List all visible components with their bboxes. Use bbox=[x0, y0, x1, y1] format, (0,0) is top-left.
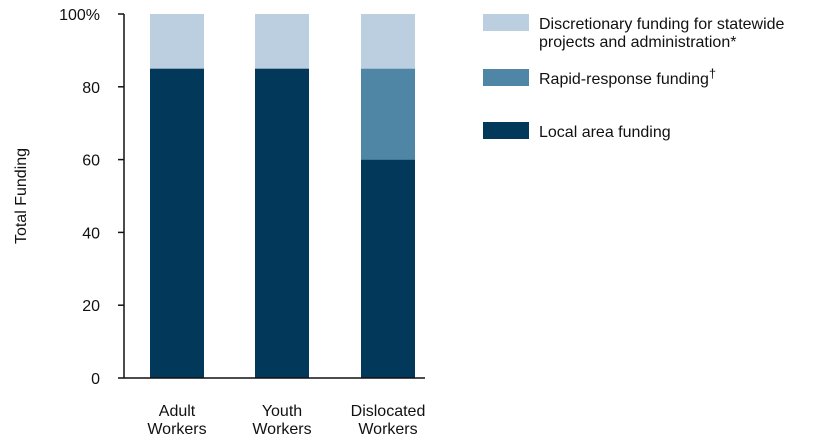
y-ticks: 0 20 40 60 80 100% bbox=[59, 7, 124, 388]
x-category-label: Adult Workers bbox=[147, 403, 206, 438]
y-tick-label: 0 bbox=[91, 371, 100, 388]
bar-segment-cat2-series2 bbox=[361, 14, 415, 69]
y-tick-label: 60 bbox=[82, 153, 100, 170]
x-category-label: Youth Workers bbox=[252, 403, 311, 438]
legend-entry: Discretionary funding for statewide proje… bbox=[539, 16, 785, 51]
bar-segment-cat0-series2 bbox=[150, 14, 204, 69]
y-tick-label: 40 bbox=[82, 225, 100, 242]
bar-segment-cat2-series1 bbox=[361, 68, 415, 160]
legend-entry: Rapid-response funding† bbox=[539, 66, 716, 88]
bars-layer bbox=[150, 14, 415, 378]
legend: Discretionary funding for statewide proje… bbox=[483, 14, 785, 141]
legend-entry-superscript: † bbox=[709, 66, 716, 81]
y-tick-label: 20 bbox=[82, 298, 100, 315]
x-category-label-line: Workers bbox=[358, 421, 417, 438]
legend-entry-name: Local area funding bbox=[539, 124, 671, 141]
legend-entry-line: projects and administration* bbox=[539, 34, 736, 51]
legend-swatch bbox=[483, 122, 529, 139]
x-category-label-line: Workers bbox=[147, 421, 206, 438]
bar-segment-cat0-series0 bbox=[150, 68, 204, 378]
legend-entry: Local area funding bbox=[539, 124, 671, 141]
legend-entry-name: Rapid-response funding bbox=[539, 71, 709, 88]
bar-segment-cat1-series2 bbox=[255, 14, 309, 69]
y-axis-title: Total Funding bbox=[13, 148, 30, 244]
legend-entry-line: Discretionary funding for statewide bbox=[539, 16, 785, 33]
x-category-label-line: Workers bbox=[252, 421, 311, 438]
x-category-label-line: Dislocated bbox=[351, 403, 426, 420]
x-category-label-line: Adult bbox=[159, 403, 196, 420]
x-category-label: Dislocated Workers bbox=[351, 403, 426, 438]
legend-swatch bbox=[483, 69, 529, 86]
x-category-label-line: Youth bbox=[262, 403, 302, 420]
y-tick-label: 80 bbox=[82, 80, 100, 97]
y-tick-label: 100% bbox=[59, 7, 100, 24]
legend-swatch bbox=[483, 14, 529, 31]
bar-segment-cat1-series0 bbox=[255, 68, 309, 378]
bar-segment-cat2-series0 bbox=[361, 159, 415, 378]
